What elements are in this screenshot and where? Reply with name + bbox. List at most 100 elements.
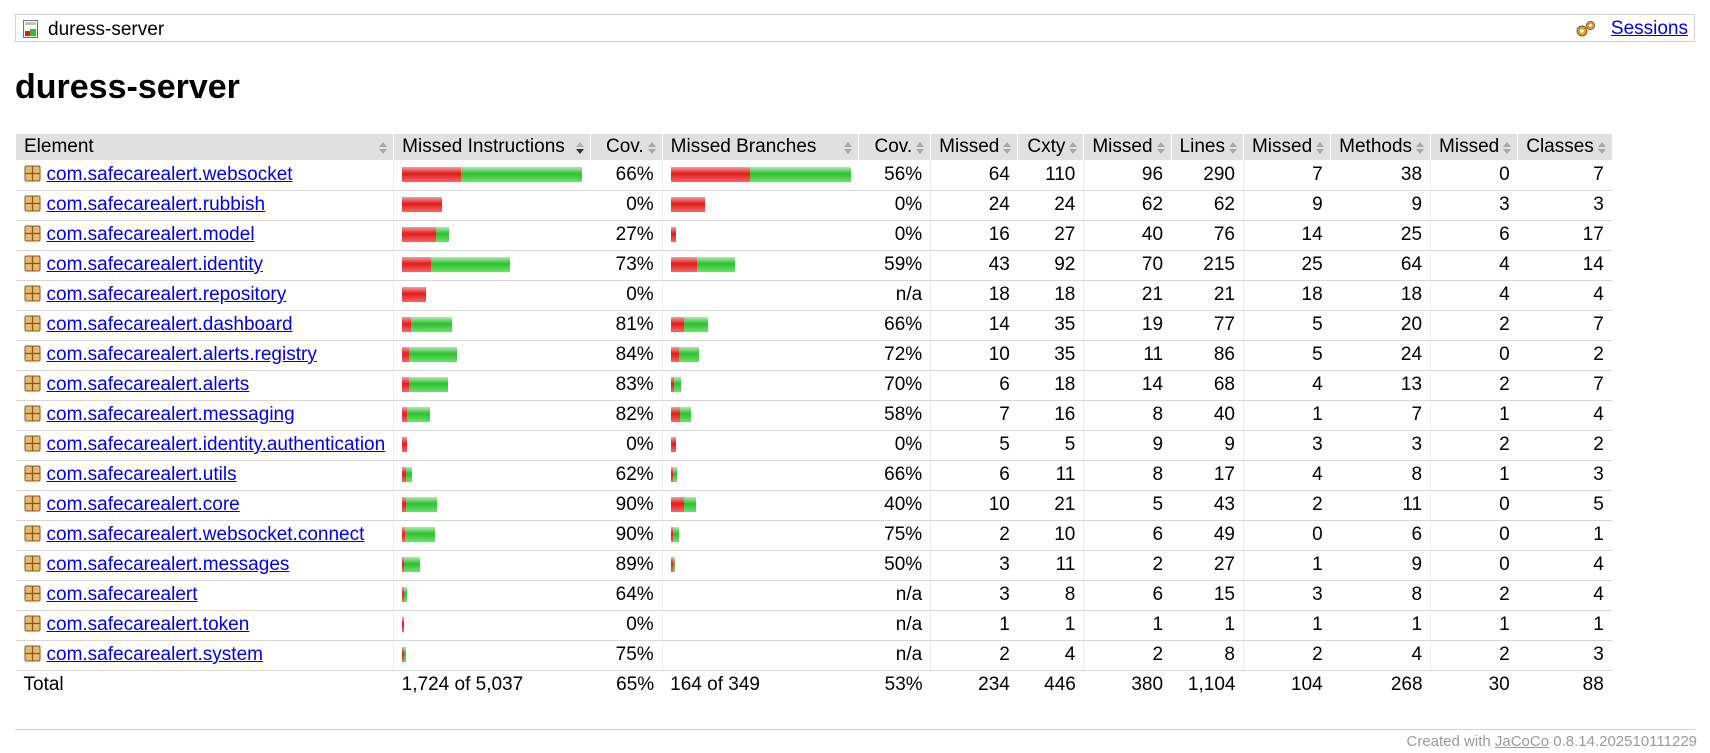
package-link[interactable]: com.safecarealert.alerts [46, 374, 250, 395]
package-icon [24, 405, 40, 422]
package-icon [24, 525, 40, 542]
complexity: 10 [1017, 520, 1084, 551]
missed-branches-bar-cell [661, 280, 859, 311]
header-element[interactable]: Element [14, 134, 394, 160]
classes: 7 [1517, 160, 1612, 191]
table-row: com.safecarealert.model 27% 0% 16 27 40 76 14 25… [15, 220, 1612, 251]
covered-segment [411, 317, 453, 332]
missed-instructions-bar-cell [393, 280, 591, 311]
instructions-coverage-bar [402, 527, 582, 543]
package-link[interactable]: com.safecarealert.alerts.registry [46, 344, 317, 365]
missed-branches-bar-cell [661, 490, 859, 521]
missed-segment [402, 557, 405, 572]
complexity-missed: 16 [930, 220, 1018, 251]
lines-missed: 2 [1083, 640, 1172, 671]
lines: 15 [1171, 580, 1244, 611]
branches-coverage: n/a [858, 280, 931, 311]
lines: 215 [1171, 250, 1244, 281]
complexity: 5 [1017, 430, 1084, 461]
methods-missed: 14 [1242, 220, 1331, 251]
lines: 27 [1171, 550, 1244, 581]
methods: 7 [1330, 400, 1431, 431]
branches-coverage: 59% [858, 250, 931, 281]
covered-segment [406, 467, 413, 482]
package-cell: com.safecarealert.dashboard [15, 310, 394, 341]
missed-segment [402, 197, 443, 212]
covered-segment [679, 407, 691, 422]
complexity: 8 [1017, 580, 1084, 611]
instructions-coverage-bar [402, 197, 582, 213]
branches-coverage: 72% [858, 340, 931, 371]
package-link[interactable]: com.safecarealert.repository [46, 284, 287, 305]
package-link[interactable]: com.safecarealert.core [46, 494, 240, 515]
table-row: com.safecarealert.utils 62% 66% 6 11 8 17 4 8 1 3 [15, 460, 1612, 491]
footer-version: 0.8.14.202510111229 [1549, 733, 1697, 750]
package-link[interactable]: com.safecarealert.token [46, 614, 250, 635]
missed-branches-bar-cell [661, 640, 859, 671]
sort-arrows-icon [916, 142, 925, 154]
complexity-missed: 24 [930, 190, 1018, 221]
branches-coverage: n/a [858, 610, 931, 641]
package-link[interactable]: com.safecarealert.identity.authenticatio… [46, 434, 386, 455]
breadcrumb-title[interactable]: duress-server [48, 19, 165, 40]
header-missed-branches[interactable]: Missed Branches [661, 134, 859, 160]
table-row: com.safecarealert.websocket.connect 90% 75… [15, 520, 1612, 551]
package-link[interactable]: com.safecarealert.websocket.connect [46, 524, 365, 545]
table-body: com.safecarealert.websocket 66% 56% 64 110 96… [15, 160, 1612, 671]
header-lines-missed[interactable]: Missed [1083, 134, 1172, 160]
methods: 64 [1330, 250, 1431, 281]
sort-arrows-icon [844, 142, 853, 154]
package-icon [24, 345, 40, 362]
missed-instructions-bar-cell [393, 520, 591, 551]
package-icon [24, 495, 40, 512]
header-branches-coverage[interactable]: Cov. [858, 134, 931, 160]
header-methods-missed[interactable]: Missed [1242, 134, 1331, 160]
instructions-coverage-bar [402, 497, 582, 513]
missed-segment [402, 227, 437, 242]
lines-missed: 5 [1083, 490, 1172, 521]
header-complexity[interactable]: Cxty [1017, 134, 1084, 160]
package-icon [24, 195, 40, 212]
branches-coverage-bar [670, 347, 851, 363]
table-row: com.safecarealert.identity.authenticatio… [15, 430, 1612, 461]
instructions-coverage-bar [402, 227, 582, 243]
complexity: 110 [1017, 160, 1084, 191]
total-complexity: 446 [1044, 674, 1076, 696]
header-classes-missed[interactable]: Missed [1430, 134, 1518, 160]
instructions-coverage-bar [402, 617, 582, 633]
jacoco-link[interactable]: JaCoCo [1494, 733, 1550, 750]
header-lines[interactable]: Lines [1170, 134, 1244, 160]
branches-coverage-bar [670, 437, 851, 453]
header-instructions-coverage[interactable]: Cov. [589, 134, 663, 160]
package-link[interactable]: com.safecarealert [46, 584, 198, 605]
package-link[interactable]: com.safecarealert.messages [46, 554, 290, 575]
package-link[interactable]: com.safecarealert.identity [46, 254, 264, 275]
package-link[interactable]: com.safecarealert.messaging [46, 404, 295, 425]
header-missed-instructions[interactable]: Missed Instructions [393, 134, 591, 160]
table-row: com.safecarealert.identity 73% 59% 43 92 70 21… [15, 250, 1612, 281]
branches-coverage: 40% [858, 490, 931, 521]
instructions-coverage: 84% [590, 340, 663, 371]
package-link[interactable]: com.safecarealert.system [46, 644, 263, 665]
methods: 8 [1330, 460, 1431, 491]
package-cell: com.safecarealert.messages [15, 550, 394, 581]
sessions-link[interactable]: Sessions [1610, 18, 1688, 39]
complexity-missed: 43 [930, 250, 1018, 281]
complexity-missed: 10 [930, 490, 1018, 521]
branches-coverage-bar [670, 557, 851, 573]
header-methods[interactable]: Methods [1330, 134, 1431, 160]
package-link[interactable]: com.safecarealert.utils [46, 464, 237, 485]
missed-segment [670, 377, 674, 392]
package-cell: com.safecarealert.websocket [15, 160, 394, 191]
classes: 2 [1517, 430, 1612, 461]
package-link[interactable]: com.safecarealert.dashboard [46, 314, 293, 335]
header-classes[interactable]: Classes [1517, 134, 1612, 160]
header-complexity-missed[interactable]: Missed [930, 134, 1018, 160]
complexity: 24 [1017, 190, 1084, 221]
methods-missed: 4 [1242, 370, 1331, 401]
package-link[interactable]: com.safecarealert.rubbish [46, 194, 266, 215]
complexity: 21 [1017, 490, 1084, 521]
package-link[interactable]: com.safecarealert.model [46, 224, 255, 245]
classes-missed: 0 [1430, 340, 1518, 371]
package-link[interactable]: com.safecarealert.websocket [46, 163, 293, 185]
